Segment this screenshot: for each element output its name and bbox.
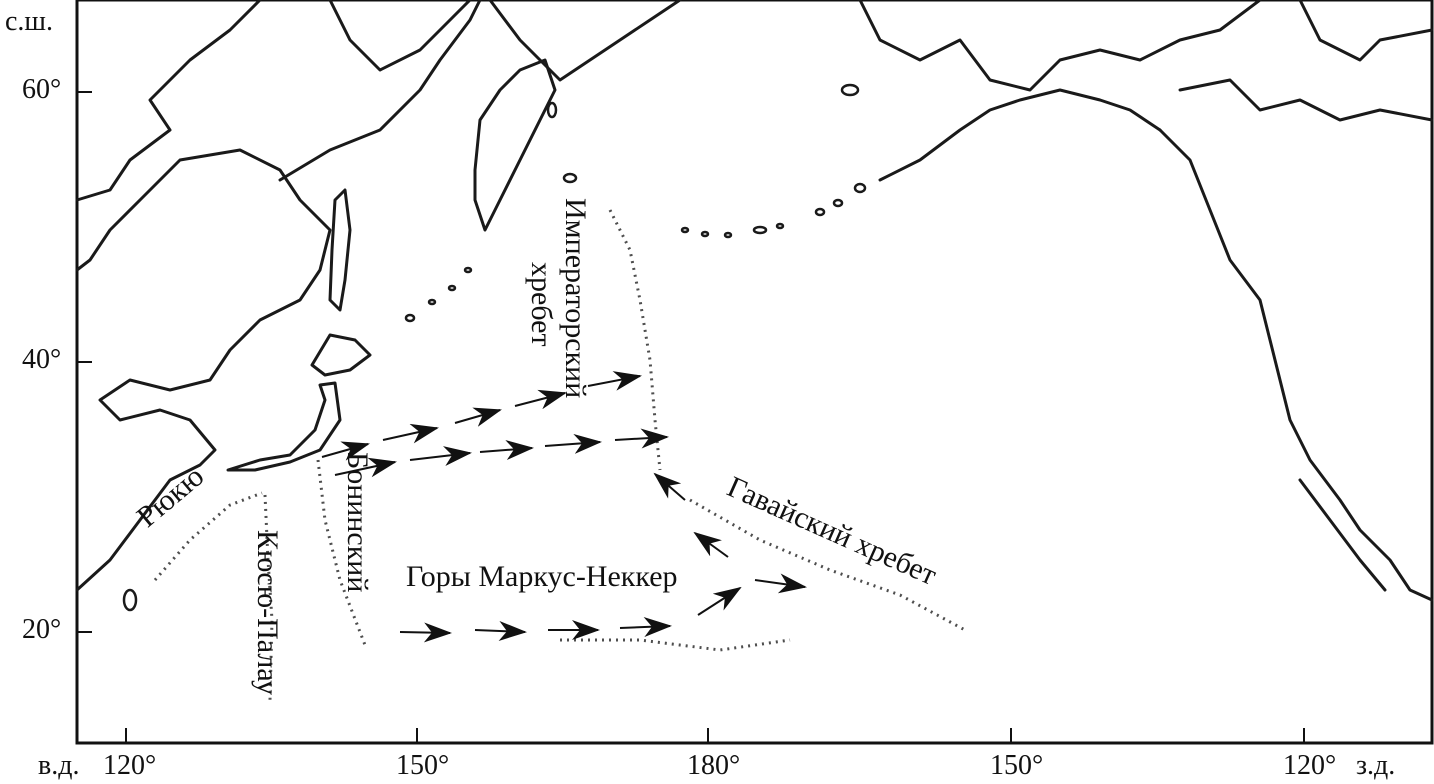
lat-tick-20: 20° <box>22 614 62 645</box>
seamount-ridges <box>153 209 966 701</box>
lat-unit-label: с.ш. <box>5 6 53 37</box>
coastlines <box>75 0 1434 602</box>
label-emperor-line1: Императорский <box>559 198 592 399</box>
lon-tick-150e: 150° <box>396 750 450 781</box>
lon-tick-120e: 120° <box>103 750 157 781</box>
aleutian-islands <box>122 83 867 612</box>
lon-east-unit-label: в.д. <box>38 750 80 781</box>
lon-tick-120w: 120° <box>1283 750 1337 781</box>
lon-tick-150w: 150° <box>990 750 1044 781</box>
lon-tick-180: 180° <box>687 750 741 781</box>
motion-arrows <box>321 371 807 643</box>
map-frame <box>75 0 1434 745</box>
label-kyushu-palau: Кюсю-Палау <box>251 530 284 696</box>
label-bonin: Бонинский <box>341 452 374 593</box>
lat-tick-40: 40° <box>22 344 62 375</box>
tick-marks <box>77 91 1305 743</box>
lat-tick-60: 60° <box>22 74 62 105</box>
label-marcus-necker: Горы Маркус-Неккер <box>406 560 678 593</box>
lon-west-unit-label: з.д. <box>1356 750 1396 781</box>
label-emperor-line2: хребет <box>525 262 558 347</box>
